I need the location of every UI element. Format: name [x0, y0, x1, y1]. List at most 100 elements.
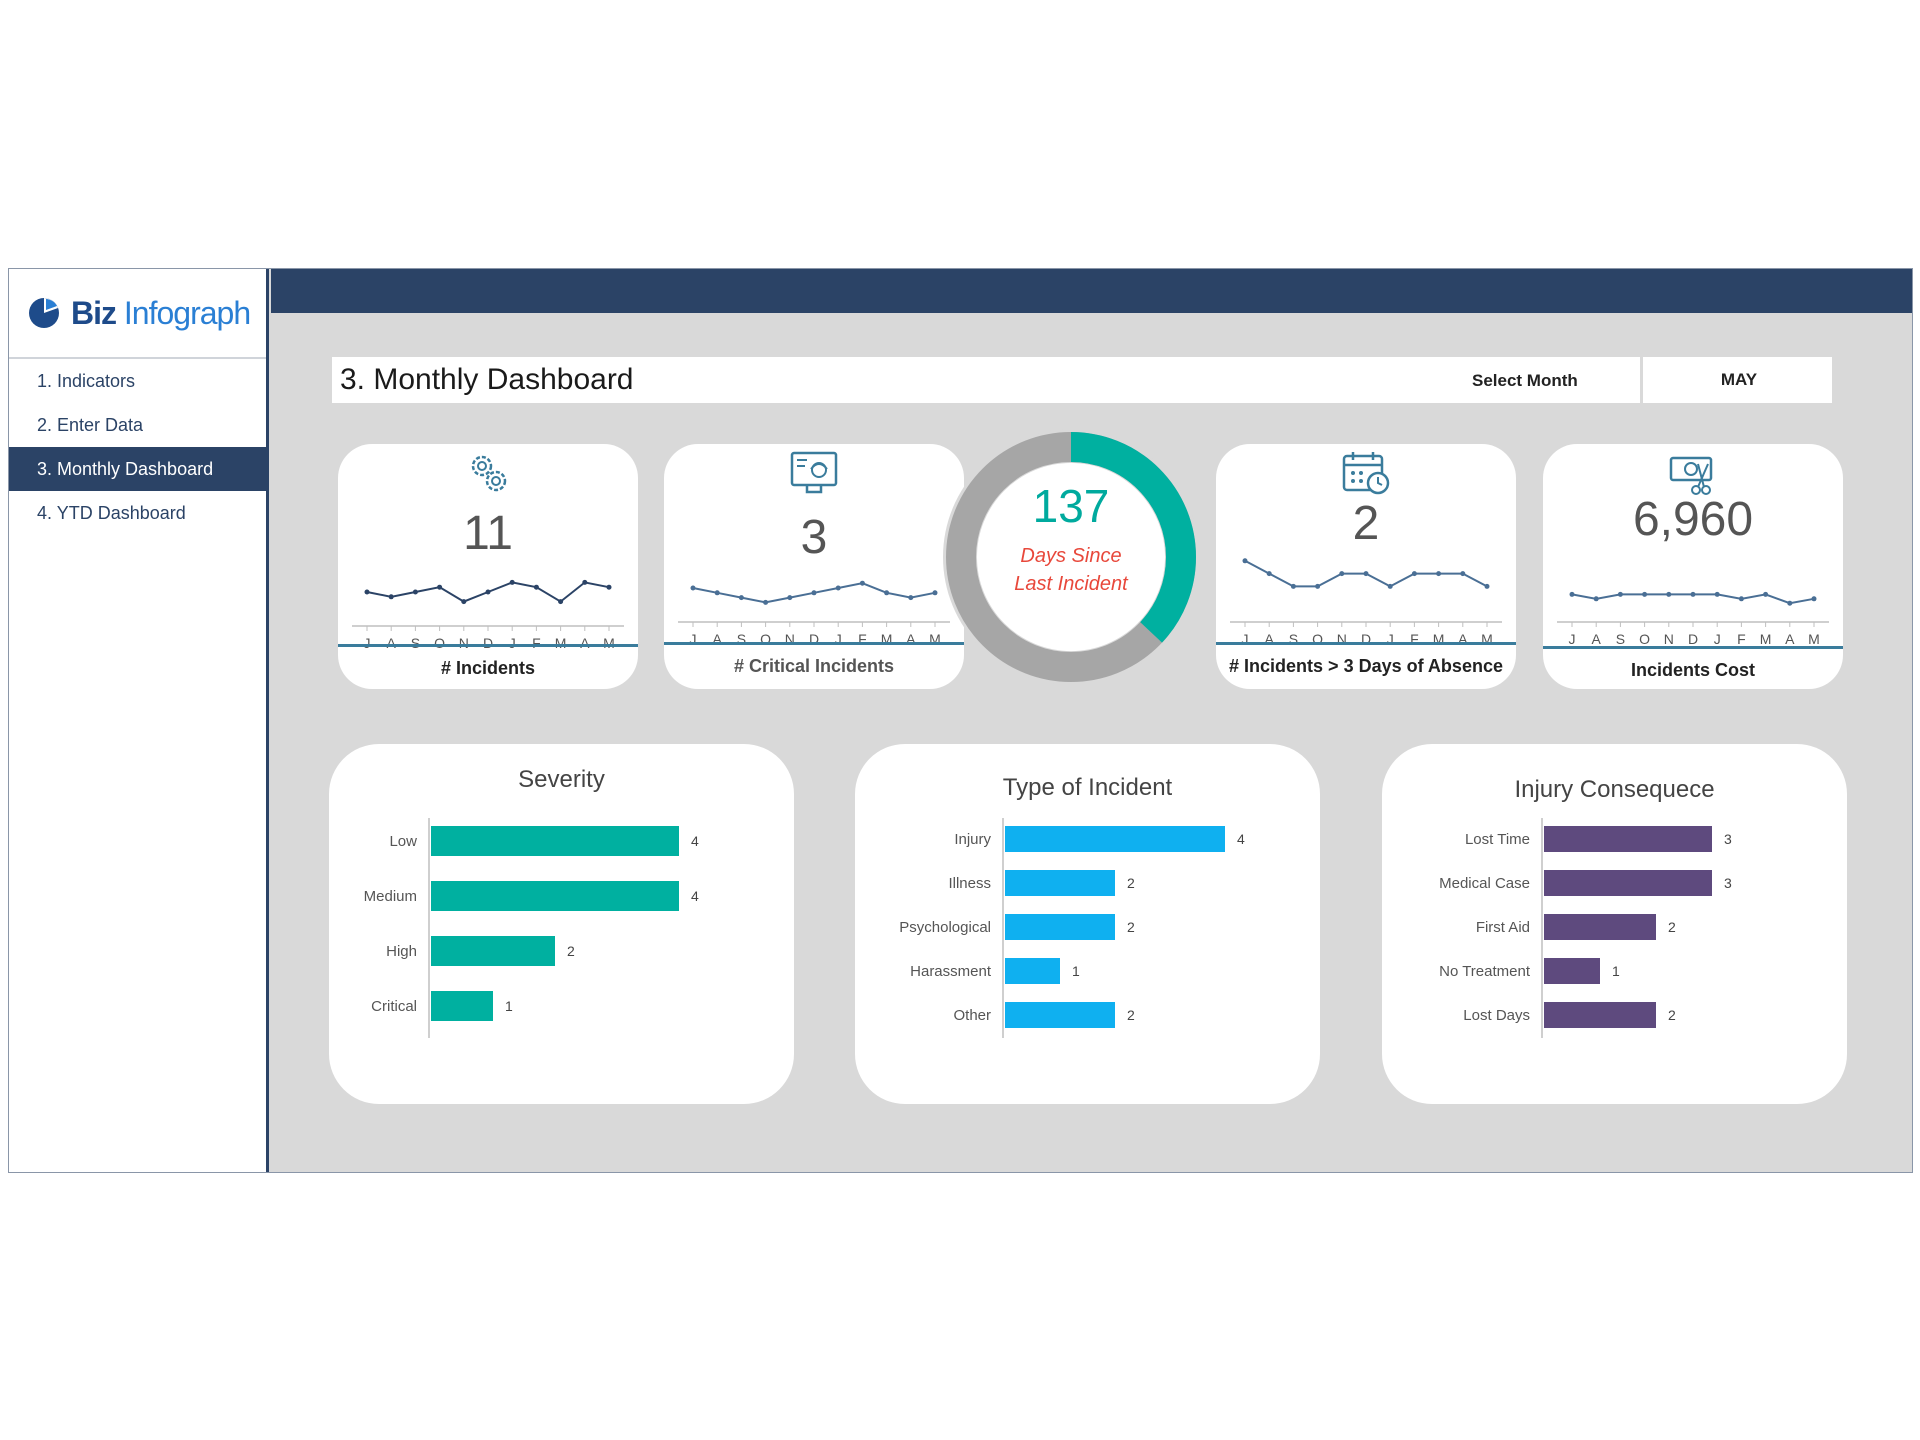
- bar: [1544, 826, 1712, 852]
- month-select[interactable]: MAY: [1640, 357, 1835, 403]
- kpi-separator: [664, 642, 964, 645]
- sparkline-point: [1666, 591, 1672, 597]
- bar-value-label: 4: [691, 833, 699, 849]
- bar-category-label: First Aid: [1476, 919, 1530, 936]
- bar-value-label: 2: [567, 943, 575, 959]
- month-tick-label: F: [532, 635, 541, 651]
- pie-logo-icon: [29, 298, 59, 328]
- sparkline-point: [1811, 596, 1817, 602]
- bar-value-label: 3: [1724, 831, 1732, 847]
- month-tick-label: A: [906, 631, 916, 647]
- days-since-label-line1: Days Since: [1020, 545, 1122, 567]
- sparkline-point: [412, 589, 418, 595]
- nav-menu: 1. Indicators 2. Enter Data 3. Monthly D…: [9, 359, 266, 535]
- month-tick-label: A: [713, 631, 723, 647]
- sparkline-point: [461, 599, 467, 605]
- sparkline-point: [1593, 596, 1599, 602]
- month-tick-label: A: [1592, 631, 1602, 647]
- sparkline-point: [533, 584, 539, 590]
- brand-logo: Biz Infograph: [9, 269, 266, 359]
- top-bar: [271, 269, 1912, 313]
- nav-item-monthly-dashboard[interactable]: 3. Monthly Dashboard: [9, 447, 266, 491]
- month-tick-label: A: [580, 635, 590, 651]
- bar: [1005, 870, 1115, 896]
- month-tick-label: O: [434, 635, 445, 651]
- sparkline-point: [1690, 591, 1696, 597]
- bar: [1544, 1002, 1656, 1028]
- month-tick-label: O: [1312, 631, 1323, 647]
- nav-item-enter-data[interactable]: 2. Enter Data: [37, 415, 144, 435]
- sparkline-point: [1787, 600, 1793, 606]
- bar: [1544, 958, 1600, 984]
- sparkline-point: [558, 599, 564, 605]
- kpi-separator: [1543, 646, 1843, 649]
- month-tick-label: A: [1458, 631, 1468, 647]
- bar-value-label: 4: [691, 888, 699, 904]
- kpi-label: # Incidents: [440, 658, 536, 678]
- chart-title: Injury Consequece: [1514, 776, 1715, 803]
- nav-item-indicators[interactable]: 1. Indicators: [37, 371, 136, 391]
- incident-type-chart-card: Type of Incident Injury 4 Illness 2 Psycholo…: [855, 744, 1320, 1104]
- sparkline-point: [1411, 571, 1417, 577]
- month-tick-label: J: [835, 631, 842, 647]
- severity-bar-chart: Low 4 Medium 4 High 2 Critical 1: [364, 818, 699, 1038]
- bar-category-label: Injury: [954, 831, 991, 848]
- sparkline-point: [1266, 571, 1272, 577]
- month-tick-label: S: [1616, 631, 1625, 647]
- sparkline-point: [714, 590, 720, 596]
- sparkline-point: [606, 584, 612, 590]
- bar: [1005, 826, 1225, 852]
- month-tick-label: M: [881, 631, 893, 647]
- injury-consequence-chart-card: Injury Consequece Lost Time 3 Medical Case…: [1382, 744, 1847, 1104]
- bar-category-label: Medium: [364, 888, 417, 905]
- month-tick-label: N: [785, 631, 795, 647]
- nav-item-ytd-dashboard[interactable]: 4. YTD Dashboard: [37, 503, 186, 523]
- gears-icon: [338, 450, 638, 501]
- days-since-label-line2: Last Incident: [1014, 573, 1128, 595]
- month-tick-label: N: [1337, 631, 1347, 647]
- month-tick-label: J: [1569, 631, 1576, 647]
- days-since-donut: 137 Days Since Last Incident: [941, 427, 1201, 687]
- month-tick-label: N: [1664, 631, 1674, 647]
- sparkline-point: [509, 579, 515, 585]
- month-tick-label: O: [760, 631, 771, 647]
- kpi-separator: [338, 644, 638, 647]
- month-tick-label: D: [1361, 631, 1371, 647]
- sparkline-point: [1642, 591, 1648, 597]
- sparkline-point: [859, 580, 865, 586]
- kpi-value: 3: [800, 511, 828, 564]
- severity-chart-card: Severity Low 4 Medium 4 High 2 Critical 1: [329, 744, 794, 1104]
- brand-name: Biz Infograph: [71, 294, 251, 332]
- month-tick-label: F: [858, 631, 867, 647]
- bar-value-label: 4: [1237, 831, 1245, 847]
- month-tick-label: D: [483, 635, 493, 651]
- month-tick-label: M: [929, 631, 941, 647]
- kpi-value: 11: [463, 507, 513, 560]
- bar-value-label: 2: [1127, 919, 1135, 935]
- brand-name-a: Biz: [71, 294, 117, 331]
- sparkline-point: [582, 579, 588, 585]
- sparkline-point: [690, 585, 696, 591]
- month-tick-label: M: [603, 635, 615, 651]
- sparkline-point: [1569, 591, 1575, 597]
- bar-category-label: Harassment: [910, 963, 992, 980]
- month-tick-label: M: [1760, 631, 1772, 647]
- incident-type-bar-chart: Injury 4 Illness 2 Psychological 2 Harassment 1…: [899, 818, 1245, 1038]
- sparkline-point: [1339, 571, 1345, 577]
- month-tick-label: A: [387, 635, 397, 651]
- sparkline-point: [1436, 571, 1442, 577]
- dashboard-frame: Biz Infograph 1. Indicators 2. Enter Dat…: [8, 268, 1913, 1173]
- sparkline-point: [1290, 583, 1296, 589]
- donut-progress-arc: [946, 432, 1196, 682]
- month-tick-label: M: [555, 635, 567, 651]
- bar: [431, 826, 679, 856]
- sparkline-point: [932, 590, 938, 596]
